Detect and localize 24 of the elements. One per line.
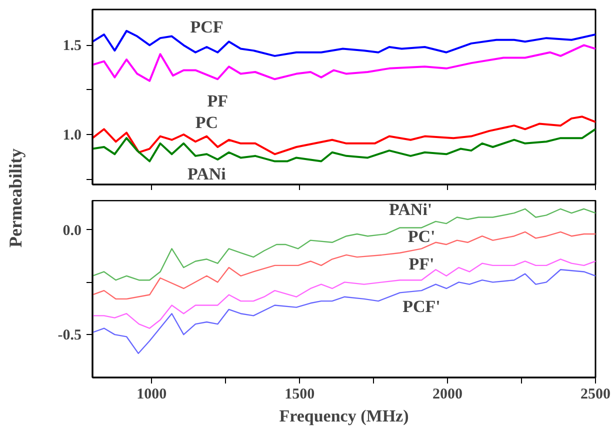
x-tick-label: 1500 bbox=[284, 386, 315, 402]
series-label: PC bbox=[195, 112, 218, 132]
line-series bbox=[92, 269, 596, 354]
y-tick-label: 1.0 bbox=[62, 128, 82, 144]
line-series bbox=[92, 44, 596, 82]
series-label: PF bbox=[207, 92, 228, 111]
series-label: PANi bbox=[188, 164, 226, 184]
x-tick-label: 1000 bbox=[136, 386, 167, 402]
y-tick-label: 0.0 bbox=[62, 222, 82, 239]
line-series bbox=[92, 128, 596, 162]
y-tick-label: -0.5 bbox=[58, 328, 82, 344]
y-axis-title: Permeability bbox=[6, 148, 26, 248]
series-label: PCF bbox=[190, 18, 224, 36]
series-label: PF' bbox=[408, 254, 434, 274]
line-series bbox=[92, 116, 596, 156]
y-tick-label: 1.5 bbox=[62, 38, 82, 54]
series-label: PC' bbox=[408, 227, 436, 246]
x-axis-title: Frequency (MHz) bbox=[279, 406, 409, 426]
x-tick-label: 2500 bbox=[580, 386, 610, 402]
line-series bbox=[92, 231, 596, 300]
series-label: PCF' bbox=[402, 297, 440, 316]
x-tick-label: 2000 bbox=[432, 386, 463, 402]
series-label: PANi' bbox=[389, 200, 432, 220]
line-series bbox=[92, 258, 596, 329]
